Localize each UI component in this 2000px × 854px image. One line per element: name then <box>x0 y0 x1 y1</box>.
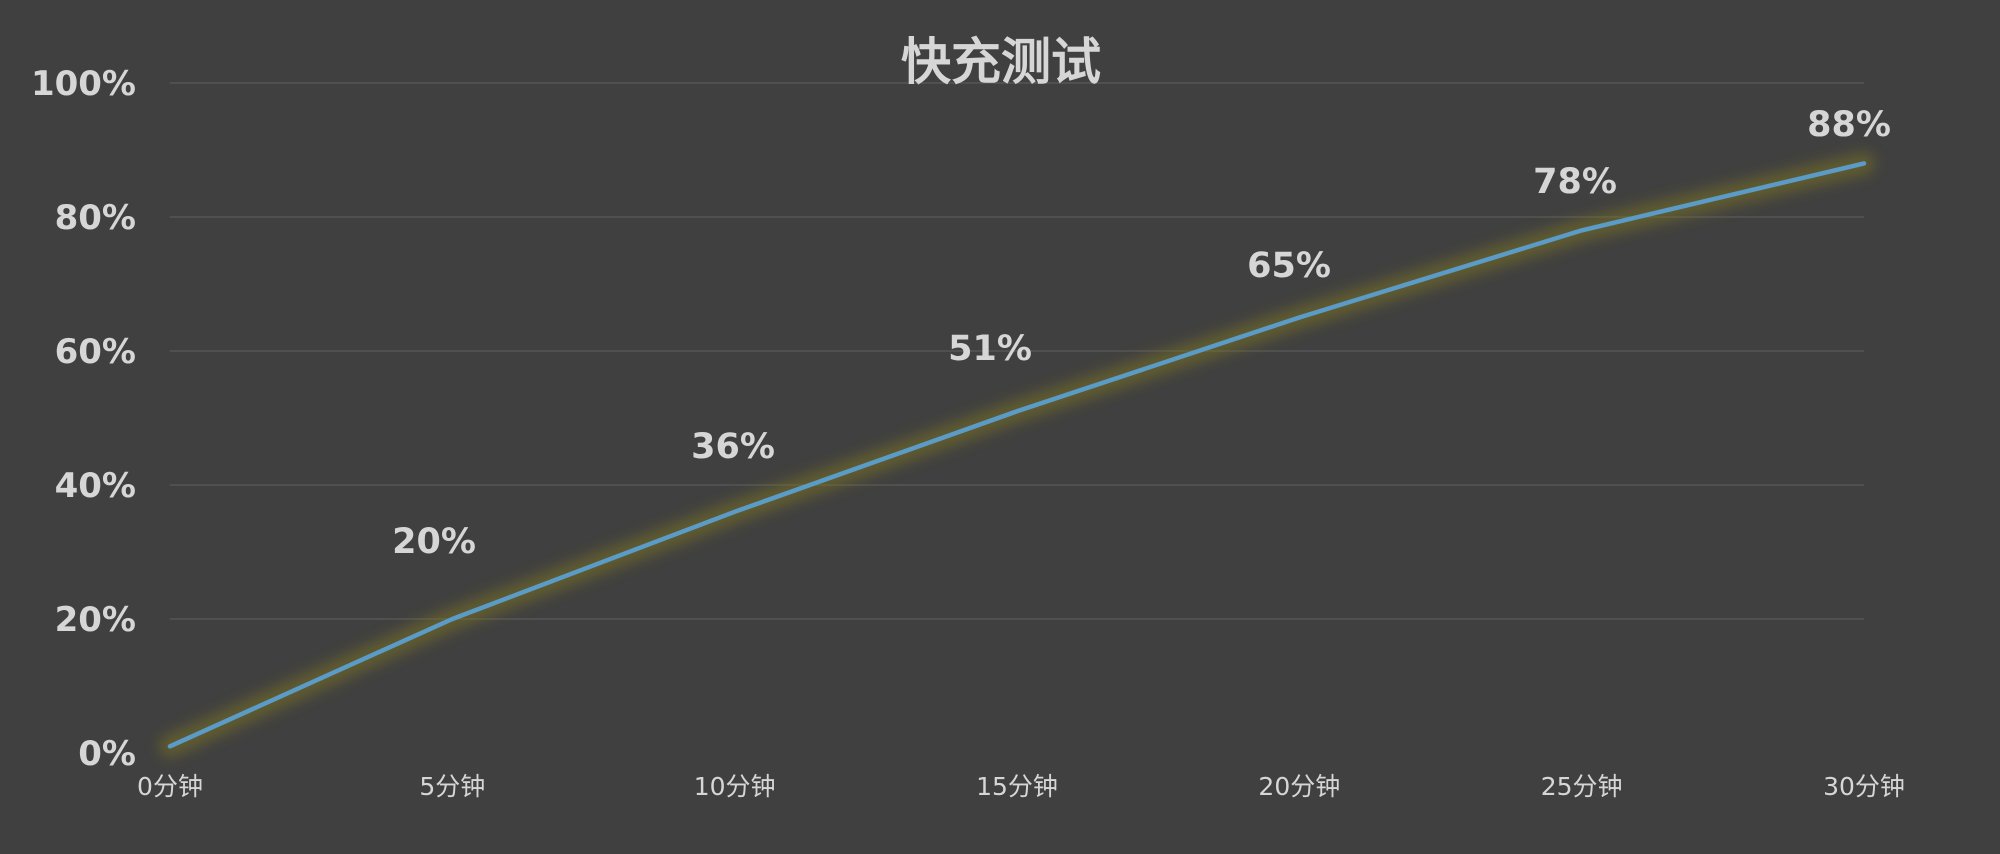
x-tick-label: 0分钟 <box>137 772 203 801</box>
x-tick-label: 30分钟 <box>1823 772 1905 801</box>
y-tick-label: 40% <box>55 466 136 506</box>
x-tick-label: 5分钟 <box>419 772 485 801</box>
x-tick-label: 10分钟 <box>694 772 776 801</box>
y-tick-label: 0% <box>78 734 136 774</box>
data-label: 36% <box>691 427 775 467</box>
data-label: 78% <box>1533 162 1617 202</box>
series-layer <box>159 152 1875 758</box>
data-label: 88% <box>1807 105 1891 145</box>
y-tick-label: 20% <box>55 600 136 640</box>
y-axis: 0% 20% 40% 60% 80% 100% <box>31 64 136 774</box>
data-labels: 20% 36% 51% 65% 78% 88% <box>392 105 1891 562</box>
y-tick-label: 100% <box>31 64 136 104</box>
x-tick-label: 15分钟 <box>976 772 1058 801</box>
y-tick-label: 80% <box>55 198 136 238</box>
x-tick-label: 25分钟 <box>1541 772 1623 801</box>
grid-lines <box>170 82 1864 620</box>
series-line <box>167 161 1867 749</box>
data-label: 20% <box>392 522 476 562</box>
data-label: 65% <box>1247 246 1331 286</box>
data-label: 51% <box>948 329 1032 369</box>
y-tick-label: 60% <box>55 332 136 372</box>
x-tick-label: 20分钟 <box>1258 772 1340 801</box>
series-line-glow <box>159 152 1875 758</box>
chart-title: 快充测试 <box>901 33 1101 91</box>
x-axis: 0分钟 5分钟 10分钟 15分钟 20分钟 25分钟 30分钟 <box>137 772 1905 801</box>
